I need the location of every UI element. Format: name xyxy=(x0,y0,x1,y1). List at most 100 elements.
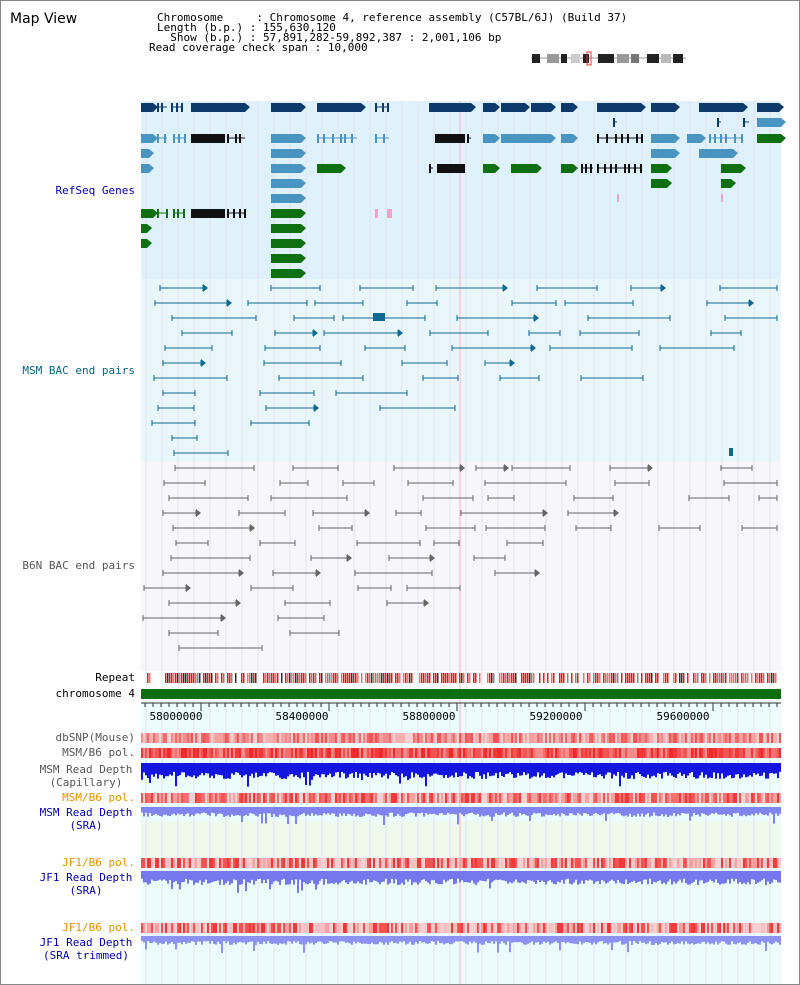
msm-b6-pol2-heat xyxy=(589,793,591,803)
dbsnp-heat xyxy=(559,733,561,743)
jf1-b6-pol2-heat xyxy=(489,923,491,933)
msm-b6-pol-heat xyxy=(163,748,165,758)
jf1-b6-pol-heat xyxy=(691,858,693,868)
msm-depth-capillary-bar xyxy=(691,763,693,773)
msm-depth-capillary-bar xyxy=(519,763,521,776)
msm-b6-pol-heat xyxy=(243,748,245,758)
msm-depth-capillary-bar xyxy=(621,763,623,776)
jf1-b6-pol-heat xyxy=(221,858,223,868)
jf1-depth-sra-bar xyxy=(725,871,727,884)
jf1-depth-trimmed-bar xyxy=(283,936,285,944)
jf1-b6-pol-heat xyxy=(153,858,155,868)
jf1-b6-pol-heat xyxy=(453,858,455,868)
msm-b6-pol2-heat xyxy=(401,793,403,803)
msm-b6-pol-heat xyxy=(225,748,227,758)
jf1-b6-pol-heat xyxy=(309,858,311,868)
jf1-depth-sra-bar xyxy=(505,871,507,882)
jf1-b6-pol2-heat xyxy=(727,923,729,933)
repeat-mark xyxy=(609,673,611,683)
msm-depth-sra-bar xyxy=(299,807,301,815)
dbsnp-heat xyxy=(597,733,599,743)
jf1-b6-pol-heat xyxy=(317,858,319,868)
jf1-depth-sra-bar xyxy=(489,871,491,889)
jf1-b6-pol2-heat xyxy=(219,923,221,933)
msm-depth-sra-bar xyxy=(275,807,277,817)
msm-depth-sra-bar xyxy=(385,807,387,816)
jf1-b6-pol-heat xyxy=(283,858,285,868)
jf1-depth-trimmed-bar xyxy=(275,936,277,944)
jf1-b6-pol-heat xyxy=(297,858,299,868)
show-value: 57,891,282-59,892,387 : 2,001,106 bp xyxy=(262,31,502,44)
msm-b6-pol2-heat xyxy=(593,793,595,803)
msm-depth-capillary-bar xyxy=(713,763,715,773)
jf1-depth-trimmed-bar xyxy=(409,936,411,942)
dbsnp-heat xyxy=(307,733,309,743)
dbsnp-heat xyxy=(463,733,465,743)
msm-b6-pol-heat xyxy=(261,748,263,758)
dbsnp-heat xyxy=(667,733,669,743)
jf1-depth-trimmed-bar xyxy=(673,936,675,945)
jf1-b6-pol-heat xyxy=(715,858,717,868)
msm-depth-capillary-bar xyxy=(533,763,535,777)
msm-depth-capillary-bar xyxy=(649,763,651,779)
jf1-b6-pol2-heat xyxy=(645,923,647,933)
msm-depth-capillary-bar xyxy=(401,763,403,774)
msm-b6-pol-heat xyxy=(533,748,535,758)
msm-depth-capillary-bar xyxy=(481,763,483,779)
jf1-b6-pol-heat xyxy=(777,858,779,868)
msm-b6-pol2-heat xyxy=(531,793,533,803)
jf1-b6-pol2-heat xyxy=(313,923,315,933)
repeat-mark xyxy=(469,673,471,683)
jf1-depth-trimmed-bar xyxy=(721,936,723,942)
msm-b6-pol-heat xyxy=(241,748,243,758)
jf1-b6-pol-heat xyxy=(557,858,559,868)
jf1-depth-sra-bar xyxy=(507,871,509,884)
msm-depth-capillary-bar xyxy=(311,763,313,780)
jf1-b6-pol-heat xyxy=(627,858,629,868)
msm-depth-sra-bar xyxy=(517,807,519,817)
msm-b6-pol-heat xyxy=(643,748,645,758)
dbsnp-heat xyxy=(145,733,147,743)
jf1-b6-pol-heat xyxy=(265,858,267,868)
jf1-b6-pol2-heat xyxy=(639,923,641,933)
chromosome-bar xyxy=(141,689,781,699)
msm-depth-sra-bar xyxy=(443,807,445,815)
jf1-depth-sra-bar xyxy=(141,871,143,879)
jf1-depth-trimmed-bar xyxy=(301,936,303,945)
dbsnp-heat xyxy=(349,733,351,743)
msm-bac-pair xyxy=(729,448,733,456)
jf1-depth-sra-bar xyxy=(319,871,321,881)
msm-b6-pol2-heat xyxy=(681,793,683,803)
jf1-b6-pol2-heat xyxy=(195,923,197,933)
msm-b6-pol-heat xyxy=(431,748,433,758)
jf1-b6-pol2-heat xyxy=(409,923,411,933)
msm-depth-sra-bar xyxy=(677,807,679,815)
dbsnp-heat xyxy=(409,733,411,743)
jf1-depth-trimmed-bar xyxy=(531,936,533,942)
msm-b6-pol2-heat xyxy=(391,793,393,803)
jf1-depth-sra-bar xyxy=(435,871,437,884)
jf1-b6-pol-heat xyxy=(331,858,333,868)
jf1-depth-sra-bar xyxy=(673,871,675,882)
jf1-depth-sra-bar xyxy=(413,871,415,883)
repeat-mark xyxy=(523,673,525,683)
jf1-b6-pol2-heat xyxy=(333,923,335,933)
msm-b6-pol2-heat xyxy=(311,793,313,803)
msm-depth-capillary-bar xyxy=(367,763,369,778)
msm-depth-capillary-bar xyxy=(529,763,531,779)
dbsnp-heat xyxy=(645,733,647,743)
dbsnp-heat xyxy=(665,733,667,743)
jf1-depth-trimmed-bar xyxy=(621,936,623,945)
jf1-depth-trimmed-bar xyxy=(393,936,395,943)
msm-depth-capillary-bar xyxy=(653,763,655,776)
msm-b6-pol-heat xyxy=(739,748,741,758)
jf1-b6-pol2-heat xyxy=(345,923,347,933)
repeat-mark xyxy=(287,673,289,683)
msm-depth-capillary-bar xyxy=(607,763,609,773)
msm-depth-sra-bar xyxy=(273,807,275,814)
dbsnp-heat xyxy=(321,733,323,743)
dbsnp-heat xyxy=(363,733,365,743)
repeat-mark xyxy=(553,673,555,683)
jf1-b6-pol-heat xyxy=(509,858,511,868)
msm-depth-sra-bar xyxy=(467,807,469,814)
